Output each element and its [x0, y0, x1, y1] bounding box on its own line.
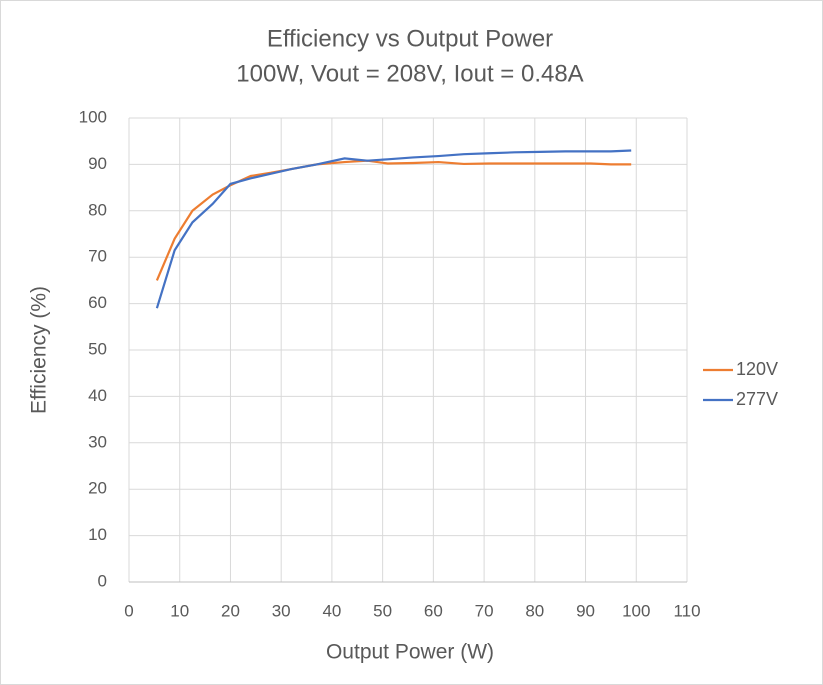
x-tick-label: 50: [373, 601, 392, 620]
chart-subtitle: 100W, Vout = 208V, Iout = 0.48A: [236, 60, 583, 87]
y-tick-label: 60: [88, 293, 107, 312]
chart-title: Efficiency vs Output Power: [267, 25, 553, 52]
y-tick-label: 70: [88, 247, 107, 266]
y-tick-label: 30: [88, 432, 107, 451]
x-axis-label: Output Power (W): [326, 641, 494, 664]
x-tick-label: 110: [673, 601, 700, 620]
y-tick-label: 80: [88, 200, 107, 219]
y-tick-label: 40: [88, 386, 107, 405]
series-line: [155, 159, 632, 281]
x-tick-label: 0: [124, 601, 133, 620]
y-tick-label: 10: [88, 525, 107, 544]
y-tick-label: 100: [79, 107, 107, 126]
legend-label: 120V: [736, 359, 778, 379]
x-tick-label: 30: [272, 601, 291, 620]
x-tick-label: 70: [475, 601, 494, 620]
x-tick-label: 90: [576, 601, 595, 620]
x-tick-label: 10: [170, 601, 189, 620]
y-tick-label: 50: [88, 339, 107, 358]
y-axis-label: Efficiency (%): [28, 286, 51, 414]
x-tick-label: 100: [622, 601, 650, 620]
y-tick-label: 0: [98, 571, 107, 590]
y-tick-label: 90: [88, 154, 107, 173]
x-tick-label: 20: [221, 601, 240, 620]
series-line: [155, 149, 632, 309]
x-tick-label: 40: [322, 601, 341, 620]
y-tick-label: 20: [88, 479, 107, 498]
x-tick-label: 60: [424, 601, 443, 620]
x-tick-label: 80: [525, 601, 544, 620]
legend-label: 277V: [736, 389, 778, 409]
